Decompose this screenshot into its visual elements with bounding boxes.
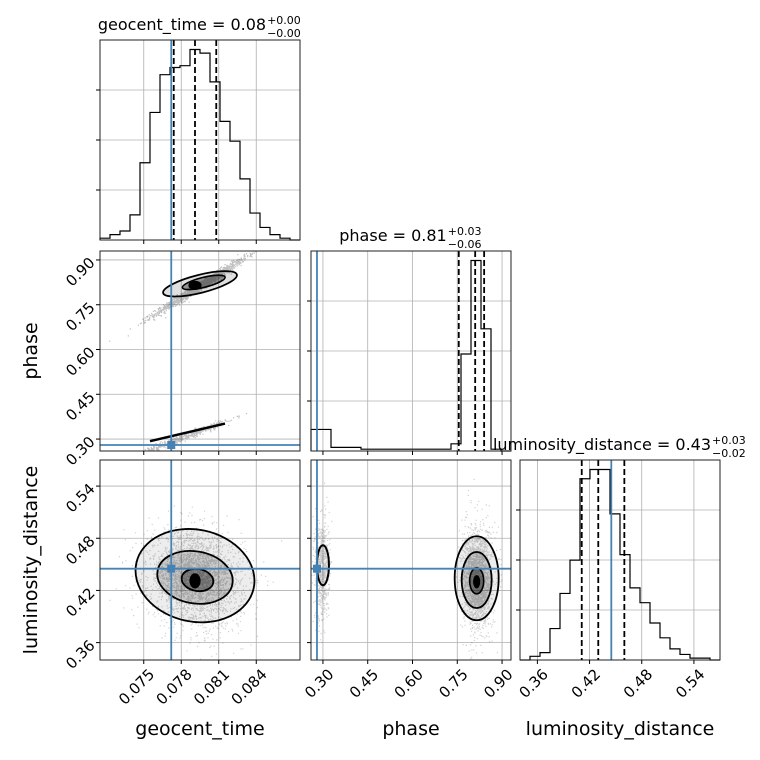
title-subscript: −0.06 (448, 238, 482, 251)
title-subscript: −0.00 (267, 27, 301, 40)
title-subscript: −0.02 (712, 447, 746, 460)
truth-marker (167, 441, 176, 450)
panel-contents (109, 505, 283, 660)
panel-title: phase = 0.81 (339, 226, 446, 245)
y-tick-label: 0.30 (62, 433, 98, 469)
density-contour (149, 422, 226, 443)
x-axis-label: phase (382, 718, 439, 740)
x-tick-label: 0.48 (620, 665, 656, 701)
x-tick-label: 0.36 (516, 665, 552, 701)
x-tick-label: 0.075 (115, 665, 158, 708)
scatter-geocent_time-vs-luminosity_distance: 0.36 0.42 0.48 0.54 (62, 459, 301, 673)
x-tick-label: 0.084 (228, 665, 271, 708)
x-axis-phase: 0.30 0.45 0.60 0.75 0.90 phase (301, 665, 516, 740)
panel-frame (99, 459, 301, 661)
histogram-step (99, 48, 300, 241)
y-tick-label: 0.75 (62, 299, 98, 335)
title-superscript: +0.00 (267, 14, 301, 27)
y-tick-label: 0.48 (62, 532, 98, 568)
histogram-phase: phase = 0.81 +0.03−0.06 (307, 225, 512, 455)
title-superscript: +0.03 (448, 225, 482, 238)
x-axis-luminosity_distance: 0.36 0.42 0.48 0.54 luminosity_distance (516, 665, 715, 740)
truth-marker (167, 564, 176, 573)
truth-marker (312, 564, 321, 573)
title-superscript: +0.03 (712, 434, 746, 447)
y-tick-label: 0.42 (62, 584, 98, 620)
density-contour (473, 575, 481, 589)
panel-frame (310, 459, 512, 661)
y-tick-label: 0.60 (62, 343, 98, 379)
histogram-step (520, 468, 720, 661)
x-tick-label: 0.90 (480, 665, 516, 701)
density-contour (188, 280, 202, 290)
density-contour (189, 573, 201, 589)
panel-contents (109, 251, 257, 451)
panel-title: geocent_time = 0.08 (98, 15, 266, 35)
panel-contents (311, 478, 503, 660)
y-axis-label: phase (20, 322, 42, 379)
x-tick-label: 0.60 (391, 665, 427, 701)
x-axis-label: luminosity_distance (526, 718, 715, 740)
scatter-geocent_time-vs-phase: 0.30 0.45 0.60 0.75 0.90 (62, 250, 301, 469)
y-tick-label: 0.36 (62, 636, 98, 672)
panel-frame (99, 250, 301, 452)
x-tick-label: 0.45 (346, 665, 382, 701)
y-tick-label: 0.45 (62, 388, 98, 424)
panel-title: luminosity_distance = 0.43 (493, 435, 711, 455)
x-axis-label: geocent_time (135, 718, 264, 740)
histogram-geocent_time: geocent_time = 0.08 +0.00−0.00 (96, 14, 301, 244)
x-tick-label: 0.42 (568, 665, 604, 701)
scatter-phase-vs-luminosity_distance (307, 459, 512, 664)
y-tick-label: 0.90 (62, 254, 98, 290)
sample-points (109, 251, 257, 451)
x-tick-label: 0.30 (301, 665, 337, 701)
x-tick-label: 0.078 (153, 665, 196, 708)
histogram-step (310, 259, 511, 452)
y-axis-label: luminosity_distance (20, 466, 42, 655)
y-tick-label: 0.54 (62, 480, 98, 516)
x-tick-label: 0.75 (435, 665, 471, 701)
x-tick-label: 0.54 (672, 665, 708, 701)
x-tick-label: 0.081 (190, 665, 233, 708)
histogram-luminosity_distance: luminosity_distance = 0.43 +0.03−0.02 (493, 434, 746, 664)
